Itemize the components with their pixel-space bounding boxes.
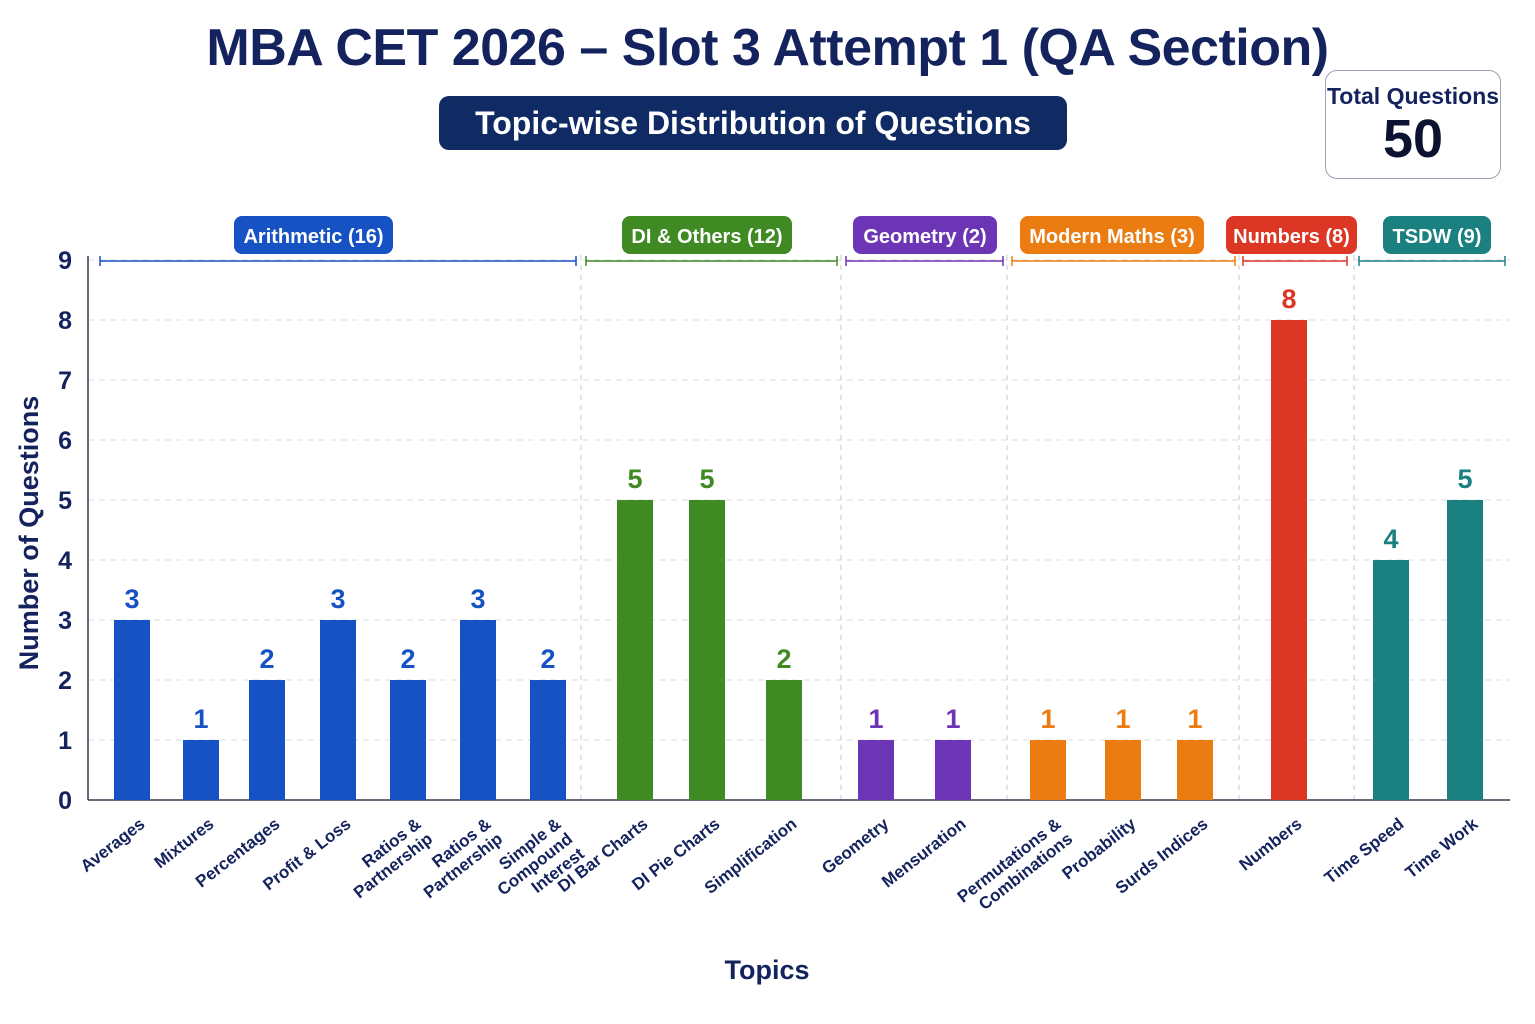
y-axis-title: Number of Questions bbox=[14, 396, 44, 671]
x-tick-label-line: Numbers bbox=[1236, 814, 1306, 874]
x-tick-label: Time Work bbox=[1402, 814, 1482, 882]
bar bbox=[114, 620, 150, 800]
x-tick-label: Time Speed bbox=[1321, 814, 1408, 888]
bar bbox=[858, 740, 894, 800]
group-label-badge bbox=[1226, 216, 1357, 254]
bar bbox=[320, 620, 356, 800]
bar bbox=[617, 500, 653, 800]
bar-value-label: 4 bbox=[1383, 524, 1398, 554]
x-axis-title: Topics bbox=[724, 955, 809, 985]
bar-value-label: 2 bbox=[540, 644, 555, 674]
x-tick-label-line: Time Speed bbox=[1321, 814, 1408, 888]
x-tick-label: Geometry bbox=[818, 814, 893, 878]
x-tick-label: Numbers bbox=[1236, 814, 1306, 874]
bar bbox=[1373, 560, 1409, 800]
group-label-badge bbox=[1020, 216, 1204, 254]
bar-value-label: 3 bbox=[330, 584, 345, 614]
bar-value-label: 3 bbox=[124, 584, 139, 614]
bar-value-label: 1 bbox=[1115, 704, 1130, 734]
bar bbox=[935, 740, 971, 800]
bar-value-label: 8 bbox=[1281, 284, 1296, 314]
bar bbox=[249, 680, 285, 800]
y-tick-label: 2 bbox=[58, 667, 72, 695]
group-label: Modern Maths (3) bbox=[1029, 226, 1195, 248]
x-tick-label-line: Mensuration bbox=[878, 814, 969, 891]
group-label: DI & Others (12) bbox=[631, 226, 782, 248]
bar bbox=[766, 680, 802, 800]
bar-value-label: 2 bbox=[259, 644, 274, 674]
total-questions-value: 50 bbox=[1382, 109, 1444, 169]
bar bbox=[689, 500, 725, 800]
bar bbox=[1447, 500, 1483, 800]
group-label: Geometry (2) bbox=[863, 226, 986, 248]
group-label-badge bbox=[234, 216, 393, 254]
y-tick-label: 4 bbox=[58, 547, 72, 575]
bar bbox=[1271, 320, 1307, 800]
chart-subtitle: Topic-wise Distribution of Questions bbox=[439, 96, 1067, 150]
y-tick-label: 8 bbox=[58, 307, 72, 335]
x-tick-label-line: Geometry bbox=[818, 814, 893, 878]
bar-value-label: 5 bbox=[627, 464, 642, 494]
total-questions-label: Total Questions bbox=[1326, 83, 1500, 109]
y-tick-label: 1 bbox=[58, 727, 72, 755]
group-label: Arithmetic (16) bbox=[243, 226, 383, 248]
bar-value-label: 1 bbox=[193, 704, 208, 734]
total-questions-card: Total Questions 50 bbox=[1325, 70, 1501, 179]
y-tick-label: 6 bbox=[58, 427, 72, 455]
bar-value-label: 2 bbox=[776, 644, 791, 674]
bar bbox=[183, 740, 219, 800]
x-tick-label: Averages bbox=[77, 814, 149, 876]
y-tick-label: 7 bbox=[58, 367, 72, 395]
bar-value-label: 1 bbox=[868, 704, 883, 734]
bar-value-label: 3 bbox=[470, 584, 485, 614]
x-tick-label-line: Averages bbox=[77, 814, 149, 876]
y-tick-label: 9 bbox=[58, 247, 72, 275]
x-tick-label: Simple &CompoundInterest bbox=[482, 814, 588, 914]
bar-value-label: 2 bbox=[400, 644, 415, 674]
bar-value-label: 5 bbox=[1457, 464, 1472, 494]
x-tick-label-line: Time Work bbox=[1402, 814, 1482, 882]
bar-value-label: 1 bbox=[1040, 704, 1055, 734]
bar bbox=[1105, 740, 1141, 800]
group-label: TSDW (9) bbox=[1393, 226, 1482, 248]
group-label-badge bbox=[622, 216, 792, 254]
bar-value-label: 1 bbox=[945, 704, 960, 734]
group-label: Numbers (8) bbox=[1233, 226, 1350, 248]
y-tick-label: 5 bbox=[58, 487, 72, 515]
chart-title: MBA CET 2026 – Slot 3 Attempt 1 (QA Sect… bbox=[206, 19, 1329, 77]
bar bbox=[390, 680, 426, 800]
x-tick-label: Mensuration bbox=[878, 814, 969, 891]
bar-value-label: 5 bbox=[699, 464, 714, 494]
y-tick-label: 0 bbox=[58, 787, 72, 815]
group-label-badge bbox=[853, 216, 997, 254]
bar bbox=[1177, 740, 1213, 800]
bar bbox=[460, 620, 496, 800]
bar-value-label: 1 bbox=[1187, 704, 1202, 734]
bar bbox=[530, 680, 566, 800]
group-label-badge bbox=[1383, 216, 1491, 254]
bar bbox=[1030, 740, 1066, 800]
y-tick-label: 3 bbox=[58, 607, 72, 635]
